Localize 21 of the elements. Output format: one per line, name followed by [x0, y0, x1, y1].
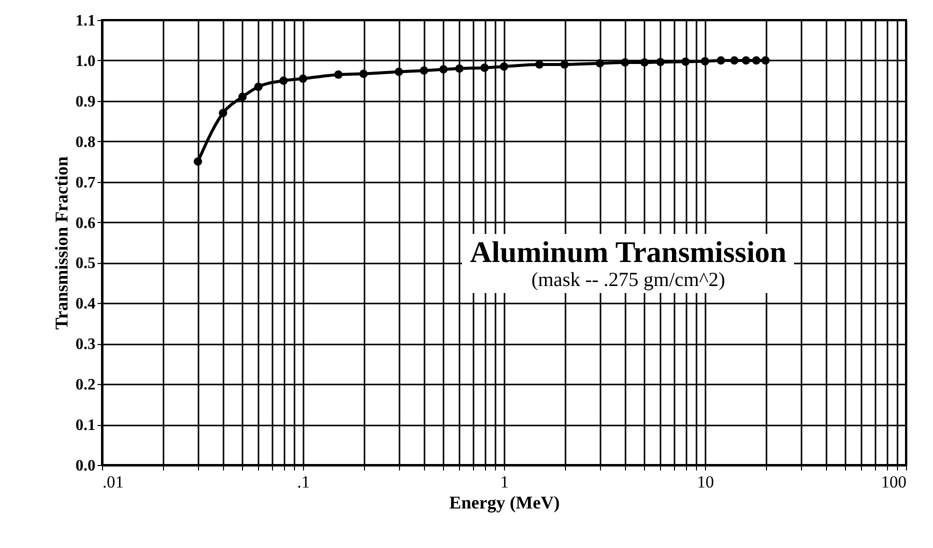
y-tick-label: 0.5 [76, 255, 96, 272]
y-tick-label: 0.4 [76, 296, 96, 313]
y-axis-title: Transmission Fraction [52, 156, 72, 330]
x-tick-label: .1 [297, 472, 310, 492]
y-tick-label: 0.8 [76, 134, 96, 151]
x-tick-label: 10 [697, 472, 714, 492]
x-tick-label: 1 [500, 472, 509, 492]
text: (mask -- .275 gm/cm^2) [530, 269, 726, 291]
x-tick-label: .01 [102, 472, 124, 492]
x-axis-title: Energy (MeV) [449, 492, 560, 512]
y-tick-label: 0.7 [76, 174, 96, 192]
y-tick-label: 1.1 [76, 12, 96, 30]
y-tick-label: 0.9 [76, 93, 96, 110]
y-tick-label: 1.0 [76, 52, 96, 70]
y-tick-label: 0.0 [76, 458, 96, 474]
text: Aluminum Transmission [470, 236, 786, 269]
y-tick-label: 0.3 [76, 336, 96, 354]
y-tick-label: 0.6 [76, 214, 96, 232]
x-tick-label: 100 [881, 472, 906, 492]
y-tick-label: 0.1 [76, 417, 96, 434]
y-tick-label: 0.2 [76, 376, 96, 394]
